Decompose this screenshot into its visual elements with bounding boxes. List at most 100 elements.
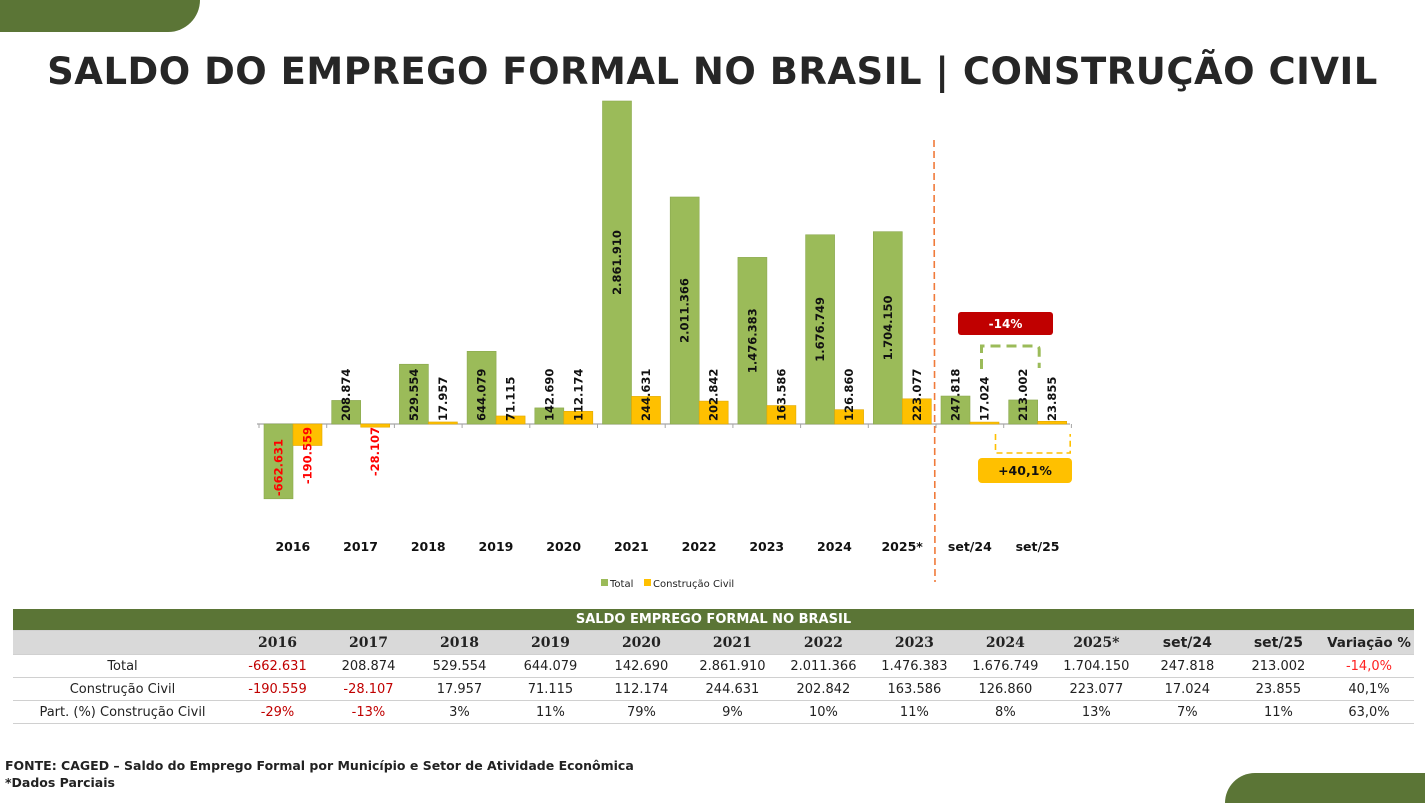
- source-note: FONTE: CAGED – Saldo do Emprego Formal p…: [5, 758, 634, 773]
- table-cell: 63,0%: [1323, 700, 1414, 724]
- table-cell: 17.024: [1141, 677, 1233, 701]
- x-tick-label: 2017: [343, 539, 378, 554]
- column-header: 2022: [777, 630, 869, 655]
- x-tick-label: 2016: [275, 539, 310, 554]
- row-label: Part. (%) Construção Civil: [13, 700, 232, 724]
- table-cell: 79%: [595, 700, 687, 724]
- data-label-construcao: 23.855: [1045, 377, 1059, 421]
- bar-total: [399, 363, 429, 425]
- column-header: set/24: [1141, 630, 1233, 655]
- data-label-total: 1.476.383: [745, 308, 759, 373]
- bar-total: [1008, 399, 1039, 425]
- data-label-construcao: 71.115: [504, 377, 518, 421]
- data-label-total: -662.631: [272, 439, 286, 496]
- table-cell: -13%: [322, 700, 414, 724]
- bar-construcao: [360, 423, 391, 428]
- data-label-construcao: 163.586: [774, 369, 788, 421]
- data-label-total: 1.704.150: [881, 295, 895, 360]
- partial-data-note: *Dados Parciais: [5, 775, 115, 790]
- x-tick-label: 2021: [614, 539, 649, 554]
- column-header: 2016: [232, 630, 323, 655]
- bar-total: [466, 351, 497, 425]
- table-cell: 40,1%: [1323, 677, 1414, 701]
- table-title: SALDO EMPREGO FORMAL NO BRASIL: [13, 609, 1414, 631]
- x-tick-label: 2022: [682, 539, 717, 554]
- column-header: 2019: [504, 630, 596, 655]
- data-label-total: 2.861.910: [610, 230, 624, 295]
- bar-total: [737, 257, 768, 425]
- table-cell: 644.079: [504, 654, 596, 678]
- bar-construcao: [901, 398, 932, 425]
- total-comparison-bracket: [980, 344, 1041, 369]
- table-cell: 10%: [777, 700, 869, 724]
- table-cell: 8%: [959, 700, 1051, 724]
- table-cell: 529.554: [413, 654, 505, 678]
- table-cell: 208.874: [322, 654, 414, 678]
- table-title-row: SALDO EMPREGO FORMAL NO BRASIL: [13, 609, 1414, 631]
- callout-total-change-label: -14%: [989, 317, 1023, 331]
- column-header: 2020: [595, 630, 687, 655]
- bar-construcao: [495, 415, 526, 425]
- construcao-comparison-bracket: [994, 434, 1071, 454]
- table-cell: 7%: [1141, 700, 1233, 724]
- corner-decoration-top-left: [0, 0, 200, 32]
- data-label-construcao: 17.957: [436, 377, 450, 421]
- bar-construcao: [292, 423, 323, 446]
- footer: FONTE: CAGED – Saldo do Emprego Formal p…: [5, 757, 634, 791]
- table-cell: 126.860: [959, 677, 1051, 701]
- table-cell: 2.011.366: [777, 654, 869, 678]
- bar-total: [805, 234, 835, 425]
- table-cell: 71.115: [504, 677, 596, 701]
- table-cell: 202.842: [777, 677, 869, 701]
- x-tick-label: 2018: [411, 539, 446, 554]
- data-label-construcao: 112.174: [571, 369, 585, 421]
- data-label-construcao: 17.024: [978, 377, 992, 421]
- callout-total-change: [958, 312, 1053, 335]
- data-label-total: 142.690: [542, 369, 556, 421]
- data-table-container: SALDO EMPREGO FORMAL NO BRASIL 2016 2017 20…: [13, 609, 1414, 724]
- table-cell: -14,0%: [1323, 654, 1414, 678]
- data-label-construcao: 202.842: [707, 369, 721, 421]
- corner-decoration-bottom-right: [1225, 773, 1425, 803]
- table-row: Part. (%) Construção Civil -29% -13% 3% 11% 7…: [13, 700, 1414, 724]
- period-divider-line: [933, 139, 936, 583]
- data-label-construcao: -28.107: [368, 427, 382, 476]
- data-label-total: 644.079: [475, 369, 489, 421]
- bar-chart: -662.631 -190.559 2016 208.874 -28.107 2017 52…: [257, 100, 1072, 590]
- x-tick-label: 2025*: [881, 539, 923, 554]
- table-cell: 9%: [686, 700, 778, 724]
- table-cell: 223.077: [1050, 677, 1142, 701]
- bar-total: [263, 423, 294, 500]
- bar-total: [602, 100, 632, 425]
- table-cell: 2.861.910: [686, 654, 778, 678]
- row-label: Construção Civil: [13, 677, 232, 701]
- table-cell: -29%: [232, 700, 323, 724]
- data-label-construcao: -190.559: [301, 427, 315, 484]
- table-cell: 3%: [413, 700, 505, 724]
- x-tick-label: 2023: [749, 539, 784, 554]
- x-tick-label: 2019: [479, 539, 514, 554]
- column-header: set/25: [1232, 630, 1324, 655]
- table-cell: -662.631: [232, 654, 323, 678]
- data-label-total: 529.554: [407, 369, 421, 421]
- legend-label-construcao: Construção Civil: [653, 579, 734, 590]
- bar-construcao: [428, 421, 458, 425]
- table-cell: 1.676.749: [959, 654, 1051, 678]
- bar-construcao: [1037, 421, 1067, 425]
- bar-total: [940, 395, 971, 425]
- column-header: 2021: [686, 630, 778, 655]
- bar-construcao: [631, 396, 661, 425]
- data-label-total: 208.874: [339, 369, 353, 421]
- data-label-total: 213.002: [1016, 369, 1030, 421]
- column-header: 2017: [322, 630, 414, 655]
- table-cell: 11%: [504, 700, 596, 724]
- table-header-row: 2016 2017 2018 2019 2020 2021 2022 2023 2024 2025…: [13, 630, 1414, 655]
- table-cell: 247.818: [1141, 654, 1233, 678]
- table-cell: 11%: [1232, 700, 1324, 724]
- column-header: 2018: [413, 630, 505, 655]
- table-cell: -190.559: [232, 677, 323, 701]
- table-cell: 17.957: [413, 677, 505, 701]
- callout-construcao-change-label: +40,1%: [998, 463, 1052, 478]
- table-cell: 23.855: [1232, 677, 1324, 701]
- table-cell: 13%: [1050, 700, 1142, 724]
